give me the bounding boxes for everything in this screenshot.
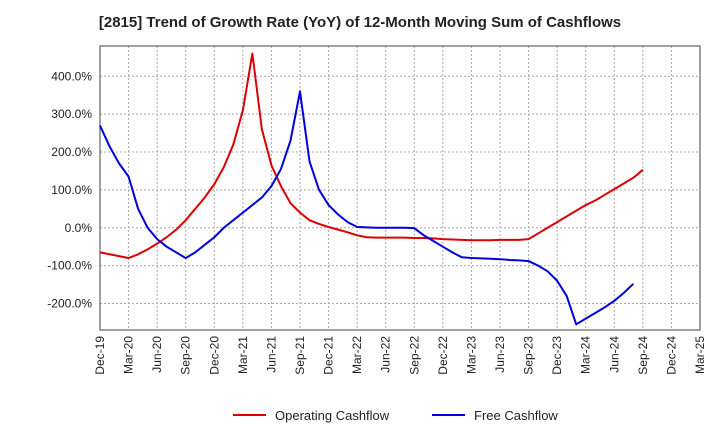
x-axis-ticks: Dec-19 Mar-20 Jun-20 Sep-20 Dec-20 Mar-21 Jun-… [93,336,707,375]
x-tick-label: Mar-25 [693,336,707,374]
x-tick-label: Sep-23 [522,336,536,375]
y-tick-label: 200.0% [51,145,92,159]
x-tick-label: Sep-21 [293,336,307,375]
series-layer [99,52,644,326]
x-tick-label: Sep-24 [636,336,650,375]
x-tick-label: Dec-24 [664,336,678,375]
x-tick-label: Jun-21 [264,336,278,373]
x-tick-label: Jun-24 [607,336,621,373]
x-tick-label: Dec-19 [93,336,107,375]
y-tick-label: 0.0% [65,221,93,235]
y-tick-label: 300.0% [51,107,92,121]
y-tick-label: -100.0% [47,259,92,273]
legend-label: Operating Cashflow [275,408,390,423]
x-tick-label: Mar-20 [122,336,136,374]
x-tick-label: Mar-21 [236,336,250,374]
grid-lines [99,46,701,330]
y-tick-label: -200.0% [47,296,92,310]
y-axis-ticks: -200.0% -100.0% 0.0% 100.0% 200.0% 300.0% 400.… [47,69,92,310]
x-tick-label: Dec-20 [207,336,221,375]
x-tick-label: Jun-20 [150,336,164,373]
x-tick-label: Dec-22 [436,336,450,375]
chart-title: [2815] Trend of Growth Rate (YoY) of 12-… [98,14,622,31]
x-tick-label: Jun-22 [379,336,393,373]
x-tick-label: Jun-23 [493,336,507,373]
x-tick-label: Dec-21 [322,336,336,375]
series-line [99,52,644,260]
x-tick-label: Mar-23 [464,336,478,374]
legend-label: Free Cashflow [474,408,558,423]
x-tick-label: Mar-22 [350,336,364,374]
x-tick-label: Sep-20 [179,336,193,375]
y-tick-label: 100.0% [51,183,92,197]
plot-frame [99,45,701,331]
series-line [99,90,635,326]
legend: Operating Cashflow Free Cashflow [233,408,558,423]
x-tick-label: Dec-23 [550,336,564,375]
x-tick-label: Mar-24 [579,336,593,374]
y-tick-label: 400.0% [51,69,92,83]
x-tick-label: Sep-22 [407,336,421,375]
